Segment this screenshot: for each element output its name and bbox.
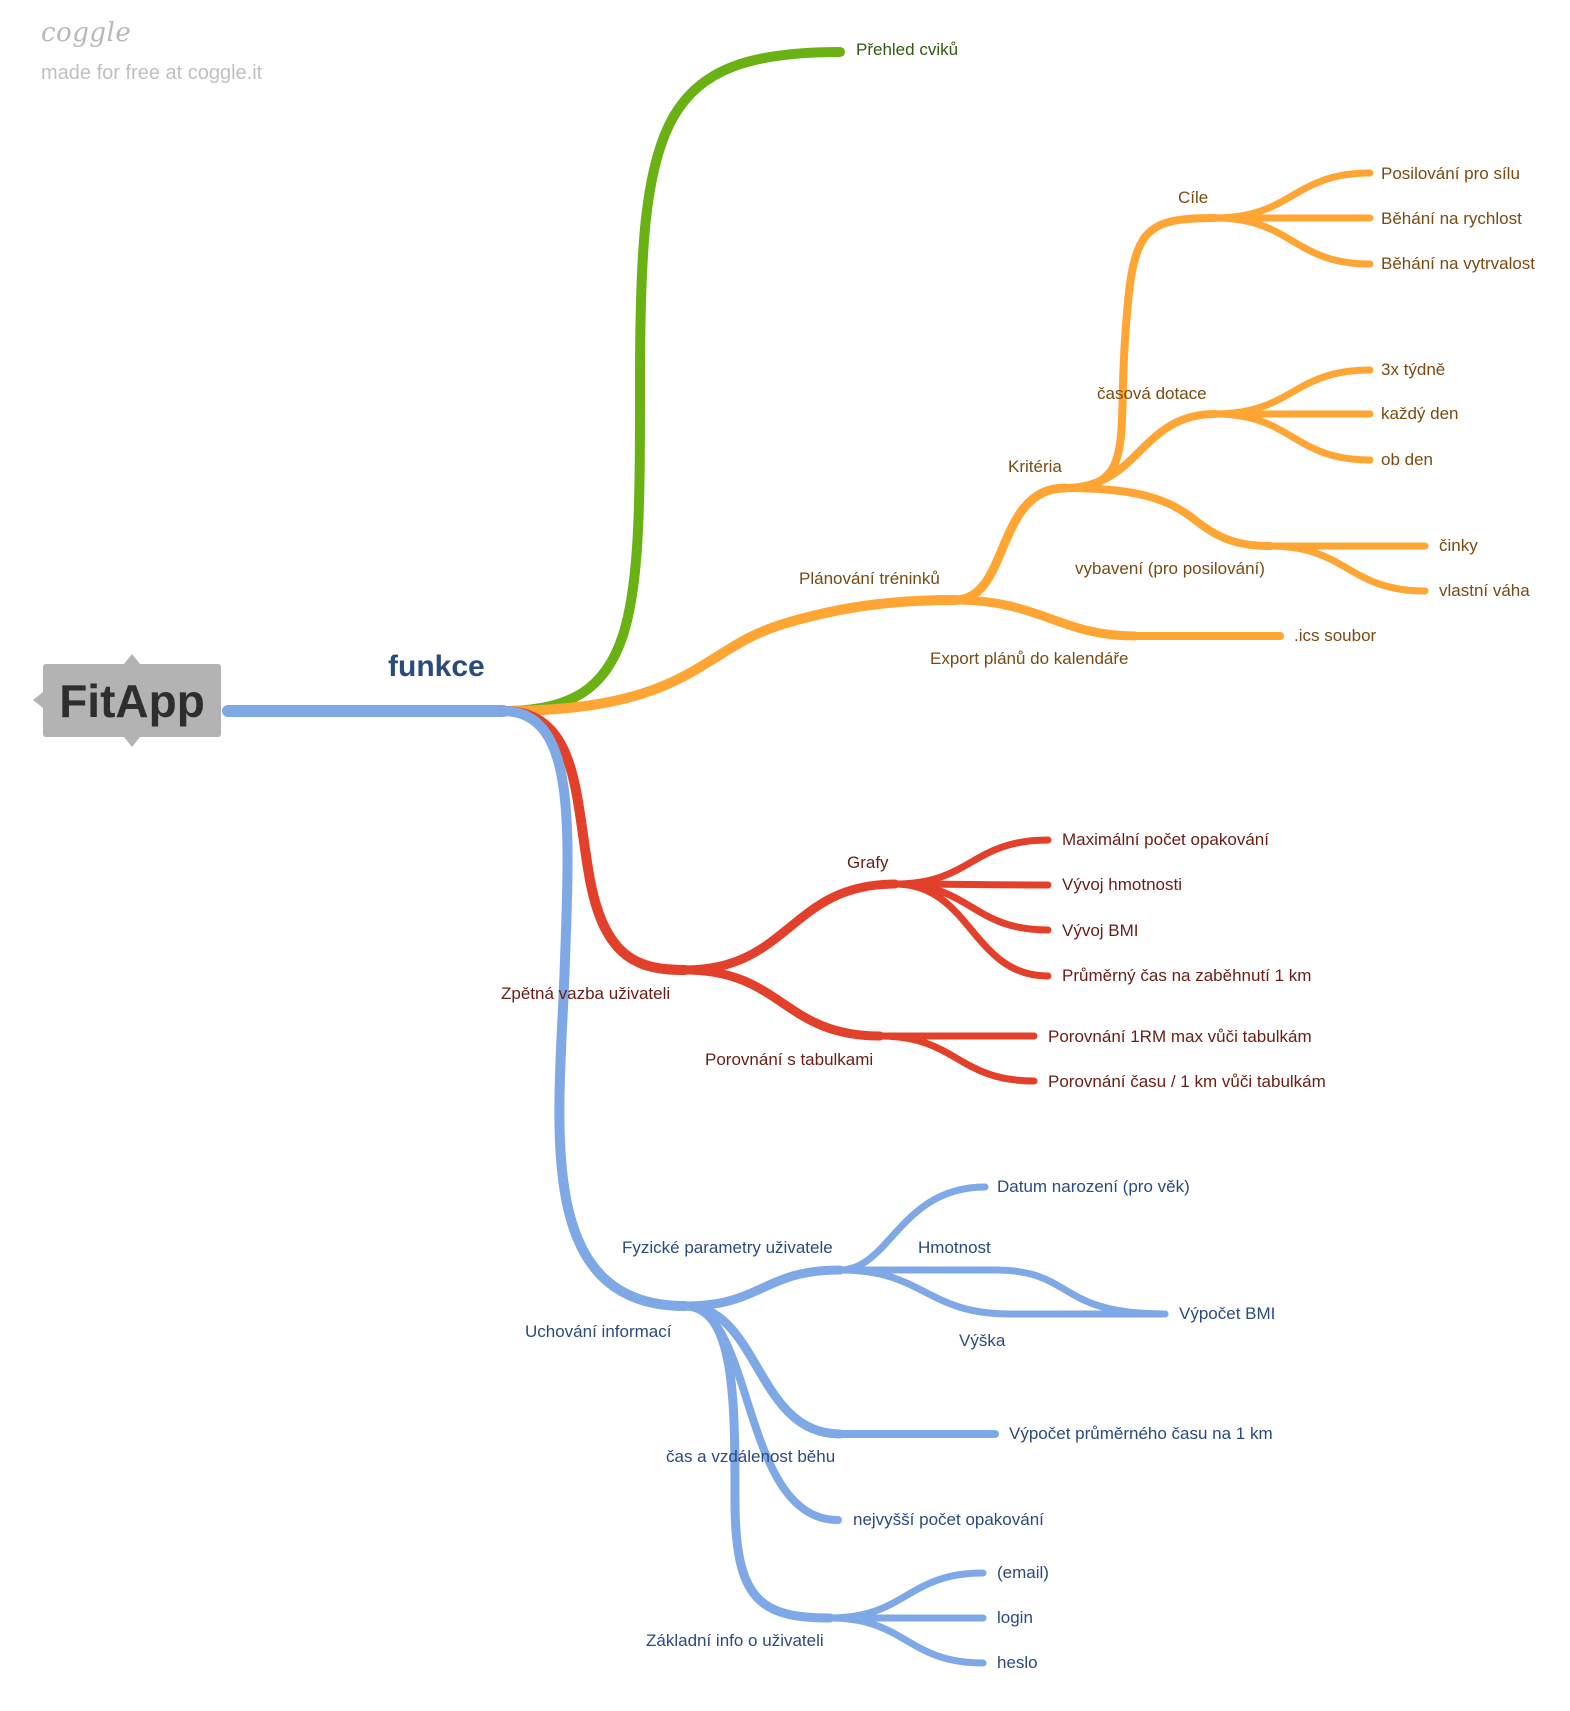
node-grafy[interactable]: Grafy	[847, 853, 889, 872]
root-node[interactable]: FitApp	[43, 664, 221, 737]
link-kriteria-vybaveni	[1061, 484, 1274, 550]
node-casova-dotace[interactable]: časová dotace	[1097, 384, 1207, 403]
node-vybaveni[interactable]: vybavení (pro posilování)	[1075, 559, 1265, 578]
link-uchovani-cas	[680, 1301, 845, 1439]
node-heslo[interactable]: heslo	[997, 1653, 1038, 1672]
node-prumerny-cas[interactable]: Průměrný čas na zaběhnutí 1 km	[1062, 966, 1312, 985]
node-cile[interactable]: Cíle	[1178, 188, 1209, 207]
node-cinky[interactable]: činky	[1439, 536, 1478, 555]
node-prehled-cviku[interactable]: Přehled cviků	[856, 40, 959, 59]
link-funkce-uchovani	[498, 706, 690, 1311]
node-login[interactable]: login	[997, 1608, 1033, 1627]
coggle-tagline[interactable]: made for free at coggle.it	[41, 62, 263, 84]
node-zakladni-info[interactable]: Základní info o uživateli	[646, 1631, 824, 1650]
link-cile-posilovani	[1211, 169, 1374, 222]
link-porovnani-2	[876, 1032, 1038, 1085]
node-zpetna-vazba[interactable]: Zpětná vazba uživateli	[501, 984, 671, 1003]
root-handle-bottom[interactable]	[124, 737, 140, 747]
node-vypocet-bmi[interactable]: Výpočet BMI	[1179, 1304, 1276, 1323]
link-funkce-prehled	[498, 47, 845, 716]
link-vybaveni-vaha	[1266, 542, 1429, 595]
node-kazdy-den[interactable]: každý den	[1381, 404, 1459, 423]
node-vyvoj-bmi[interactable]: Vývoj BMI	[1062, 921, 1139, 940]
link-grafy-4	[891, 880, 1052, 980]
node-kriteria[interactable]: Kritéria	[1008, 457, 1062, 476]
node-porovnani-tabulky[interactable]: Porovnání s tabulkami	[705, 1050, 874, 1069]
node-email[interactable]: (email)	[997, 1563, 1049, 1582]
node-uchovani-informaci[interactable]: Uchování informací	[525, 1322, 672, 1341]
link-zpetna-porovnani	[680, 965, 885, 1041]
link-cile-vytrvalost	[1211, 214, 1374, 268]
node-nejvyssi-pocet[interactable]: nejvyšší počet opakování	[853, 1510, 1044, 1529]
node-vypocet-prumer[interactable]: Výpočet průměrného času na 1 km	[1009, 1424, 1273, 1443]
node-datum-narozeni[interactable]: Datum narození (pro věk)	[997, 1177, 1190, 1196]
link-zakladni-heslo	[826, 1614, 987, 1667]
link-uchovani-nejvyssi	[681, 1302, 842, 1524]
node-export-planu[interactable]: Export plánů do kalendáře	[930, 649, 1129, 668]
link-fyzicke-datum	[836, 1183, 989, 1274]
root-handle-top[interactable]	[124, 654, 140, 664]
node-behani-vytrvalost[interactable]: Běhání na vytrvalost	[1381, 254, 1536, 273]
node-behani-rychlost[interactable]: Běhání na rychlost	[1381, 209, 1522, 228]
node-porovnani-casu[interactable]: Porovnání času / 1 km vůči tabulkám	[1048, 1072, 1326, 1091]
node-posilovani[interactable]: Posilování pro sílu	[1381, 164, 1520, 183]
link-uchovani-zakladni	[680, 1301, 835, 1623]
link-zakladni-email	[826, 1569, 987, 1622]
node-3x-tydne[interactable]: 3x týdně	[1381, 360, 1446, 379]
node-hmotnost[interactable]: Hmotnost	[918, 1238, 991, 1257]
node-vlastni-vaha[interactable]: vlastní váha	[1439, 581, 1530, 600]
node-funkce[interactable]: funkce	[388, 650, 485, 683]
node-cas-vzdalenost[interactable]: čas a vzdálenost běhu	[666, 1447, 836, 1466]
link-zpetna-grafy	[680, 879, 900, 975]
node-porovnani-1rm[interactable]: Porovnání 1RM max vůči tabulkám	[1048, 1027, 1312, 1046]
link-hmotnost-bmi	[991, 1266, 1169, 1318]
root-handle-left[interactable]	[33, 692, 43, 708]
link-funkce-zpetna	[498, 706, 690, 975]
link-casova-3x	[1211, 366, 1374, 418]
link-funkce-planovani	[498, 595, 960, 716]
node-vyvoj-hmotnosti[interactable]: Vývoj hmotnosti	[1062, 875, 1182, 894]
node-fyzicke-parametry[interactable]: Fyzické parametry uživatele	[622, 1238, 833, 1257]
link-planovani-kriteria	[950, 483, 1070, 605]
node-ob-den[interactable]: ob den	[1381, 450, 1433, 469]
node-vyska[interactable]: Výška	[959, 1331, 1006, 1350]
link-uchovani-fyzicke	[680, 1265, 845, 1311]
link-casova-ob	[1211, 410, 1374, 464]
root-label: FitApp	[59, 674, 205, 727]
node-ics-soubor[interactable]: .ics soubor	[1294, 626, 1377, 645]
link-kriteria-casova	[1061, 410, 1219, 492]
link-planovani-export	[950, 595, 1140, 641]
node-max-opakovani[interactable]: Maximální počet opakování	[1062, 830, 1269, 849]
link-fyzicke-vyska	[836, 1266, 1014, 1318]
coggle-logo[interactable]: coggle	[41, 18, 132, 48]
link-grafy-1	[891, 836, 1052, 888]
node-planovani-treninku[interactable]: Plánování tréninků	[799, 569, 940, 588]
